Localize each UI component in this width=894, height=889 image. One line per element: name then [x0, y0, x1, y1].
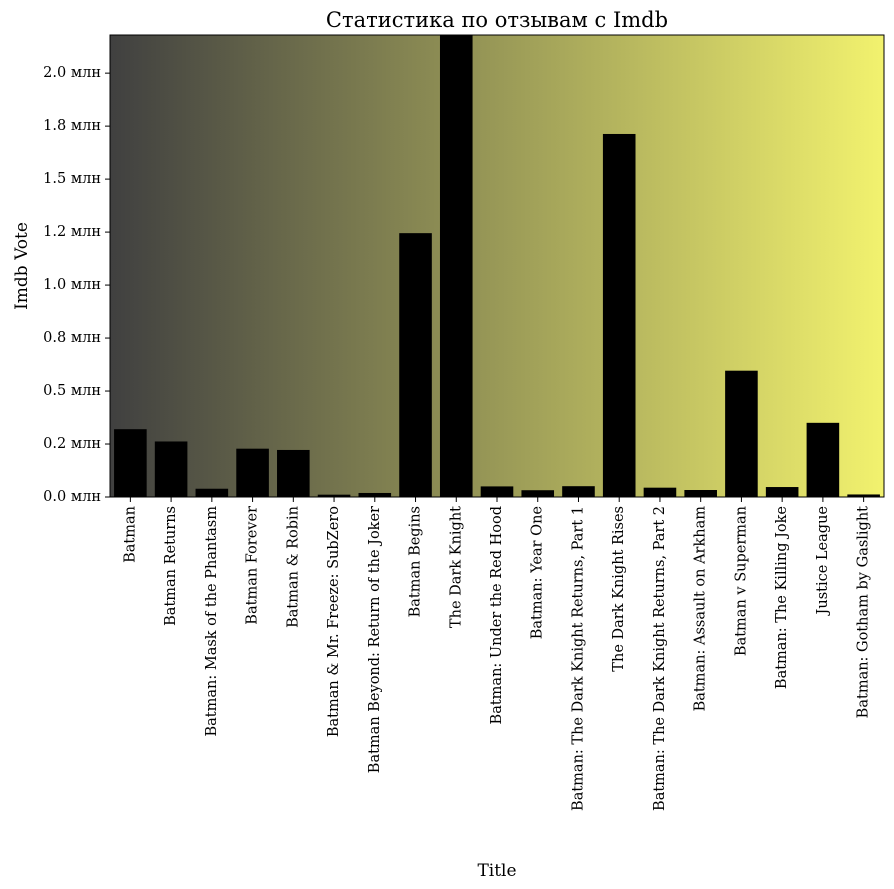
y-tick-label: 0.0 млн [43, 489, 101, 505]
x-tick-label: Batman: The Killing Joke [774, 506, 790, 689]
x-tick-label: Batman Beyond: Return of the Joker [367, 506, 383, 773]
bar [562, 486, 595, 497]
x-tick-label: Batman: Gotham by Gaslight [856, 506, 872, 718]
bar [114, 429, 147, 497]
y-tick-label: 1.0 млн [43, 277, 101, 293]
x-axis-label: Title [477, 861, 516, 881]
x-tick-label: Batman Returns [163, 506, 179, 626]
x-tick-label: Batman: The Dark Knight Returns, Part 2 [652, 506, 668, 811]
x-tick-label: Batman: Assault on Arkham [693, 506, 709, 712]
bar [399, 233, 432, 498]
bar [521, 490, 555, 497]
bars-group [114, 35, 880, 498]
y-axis-label: Imdb Vote [12, 222, 32, 310]
bar [643, 487, 677, 497]
y-tick-label: 0.8 млн [43, 330, 101, 346]
x-tick-label: Batman: Mask of the Phantasm [204, 506, 220, 737]
bar [439, 35, 473, 497]
x-tick-label: Batman & Robin [285, 506, 301, 628]
y-axis: 0.0 млн 0.2 млн 0.5 млн 0.8 млн 1.0 млн 1.2 м… [43, 65, 110, 505]
bar [847, 494, 880, 497]
x-tick-label: Batman [122, 506, 138, 563]
chart-title: Статистика по отзывам с Imdb [326, 8, 668, 32]
x-tick-label: Batman: Under the Red Hood [489, 506, 505, 724]
bar [725, 370, 758, 497]
bar [277, 449, 310, 497]
y-tick-label: 0.2 млн [43, 436, 101, 452]
bar [358, 492, 392, 497]
y-tick-label: 2.0 млн [43, 65, 101, 81]
x-tick-label: Justice League [815, 506, 831, 616]
y-tick-label: 1.8 млн [43, 118, 101, 134]
bar [236, 448, 269, 497]
y-tick-label: 0.5 млн [43, 383, 101, 399]
x-tick-label: Batman: The Dark Knight Returns, Part 1 [570, 506, 586, 811]
bar [195, 488, 229, 497]
x-tick-label: The Dark Knight Rises [611, 506, 627, 672]
x-tick-label: Batman Begins [408, 506, 424, 617]
x-tick-label: The Dark Knight [448, 506, 464, 628]
x-axis: Batman Batman Returns Batman: Mask of the … [122, 497, 872, 811]
bar [806, 422, 840, 497]
x-tick-label: Batman v Superman [733, 506, 749, 656]
bar [765, 487, 799, 497]
plot-background [110, 35, 884, 497]
bar [480, 486, 514, 497]
y-tick-label: 1.5 млн [43, 171, 101, 187]
bar [602, 133, 636, 497]
x-tick-label: Batman & Mr. Freeze: SubZero [326, 506, 342, 737]
bar [317, 494, 351, 497]
x-tick-label: Batman Forever [245, 506, 261, 625]
x-tick-label: Batman: Year One [530, 506, 546, 639]
bar [684, 490, 717, 497]
bar [154, 441, 188, 497]
y-tick-label: 1.2 млн [43, 224, 101, 240]
